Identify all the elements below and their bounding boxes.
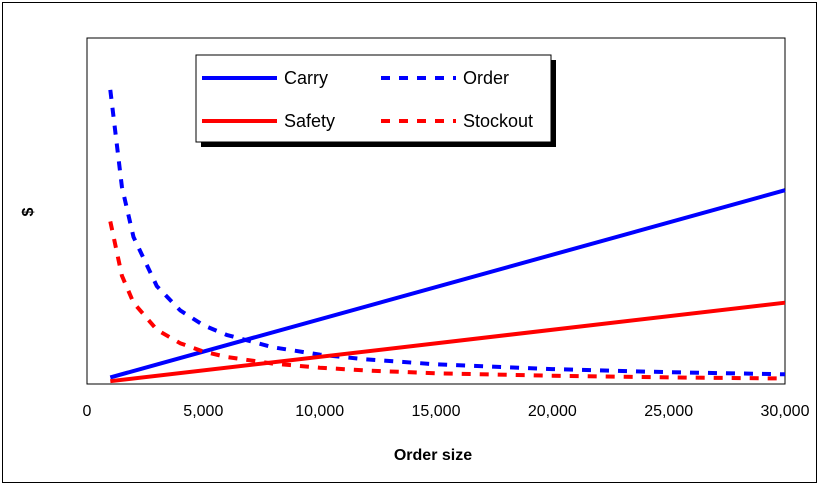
series-line-order	[108, 89, 786, 377]
series-line-carry	[109, 188, 786, 380]
x-tick-label: 20,000	[528, 403, 577, 420]
x-tick-label: 10,000	[295, 403, 344, 420]
x-axis-title: Order size	[394, 447, 472, 464]
legend-label-order: Order	[463, 68, 509, 88]
x-tick-label: 30,000	[761, 403, 810, 420]
legend-label-carry: Carry	[284, 68, 328, 88]
x-tick-label: 5,000	[183, 403, 223, 420]
legend-label-stockout: Stockout	[463, 111, 533, 131]
series-line-stockout	[108, 220, 786, 381]
x-tick-label: 25,000	[644, 403, 693, 420]
y-axis-title: $	[20, 207, 37, 216]
legend-label-safety: Safety	[284, 111, 335, 131]
series-line-safety	[110, 300, 786, 384]
x-tick-label: 15,000	[412, 403, 461, 420]
x-tick-label: 0	[83, 403, 92, 420]
legend-box	[195, 54, 552, 143]
